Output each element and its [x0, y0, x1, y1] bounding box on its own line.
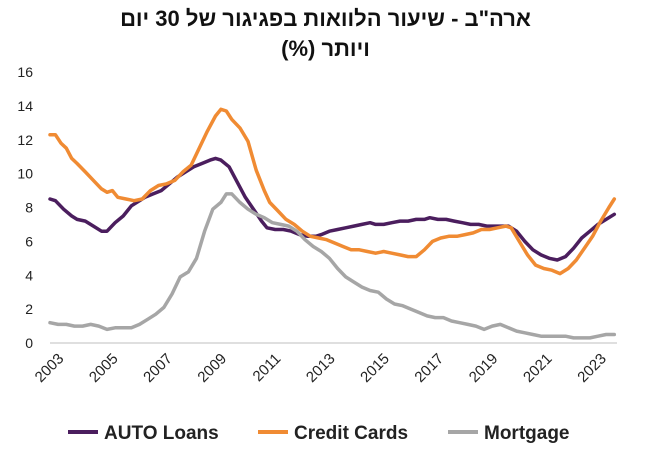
legend-label-mortgage: Mortgage [484, 423, 570, 444]
chart-title-line-1: ארה"ב - שיעור הלוואות בפגיגור של 30 יום [120, 6, 531, 31]
series-line-auto-loans [48, 156, 617, 262]
y-tick-label: 4 [25, 267, 33, 283]
legend-label-auto-loans: AUTO Loans [104, 423, 219, 444]
x-tick-label: 2023 [574, 350, 610, 386]
x-tick-label: 2015 [357, 350, 393, 386]
y-tick-label: 12 [17, 132, 33, 148]
x-tick-label: 2007 [140, 350, 176, 386]
legend-label-credit-cards: Credit Cards [294, 423, 408, 444]
series-line-mortgage [48, 192, 617, 340]
x-tick-label: 2013 [303, 350, 339, 386]
x-tick-label: 2019 [466, 350, 502, 386]
y-tick-label: 2 [25, 301, 33, 317]
y-tick-label: 16 [17, 64, 33, 80]
series-line-credit-cards [48, 107, 617, 276]
y-tick-label: 14 [17, 98, 33, 114]
y-tick-label: 0 [25, 335, 33, 351]
x-tick-label: 2005 [86, 350, 122, 386]
y-tick-label: 10 [17, 166, 33, 182]
x-tick-label: 2021 [520, 350, 556, 386]
chart-title-line-2: ויותר (%) [281, 36, 370, 61]
x-tick-label: 2009 [194, 350, 230, 386]
y-tick-label: 6 [25, 233, 33, 249]
x-tick-label: 2011 [250, 350, 285, 385]
y-tick-label: 8 [25, 200, 33, 216]
x-tick-label: 2017 [412, 350, 448, 386]
x-tick-label: 2003 [32, 350, 68, 386]
